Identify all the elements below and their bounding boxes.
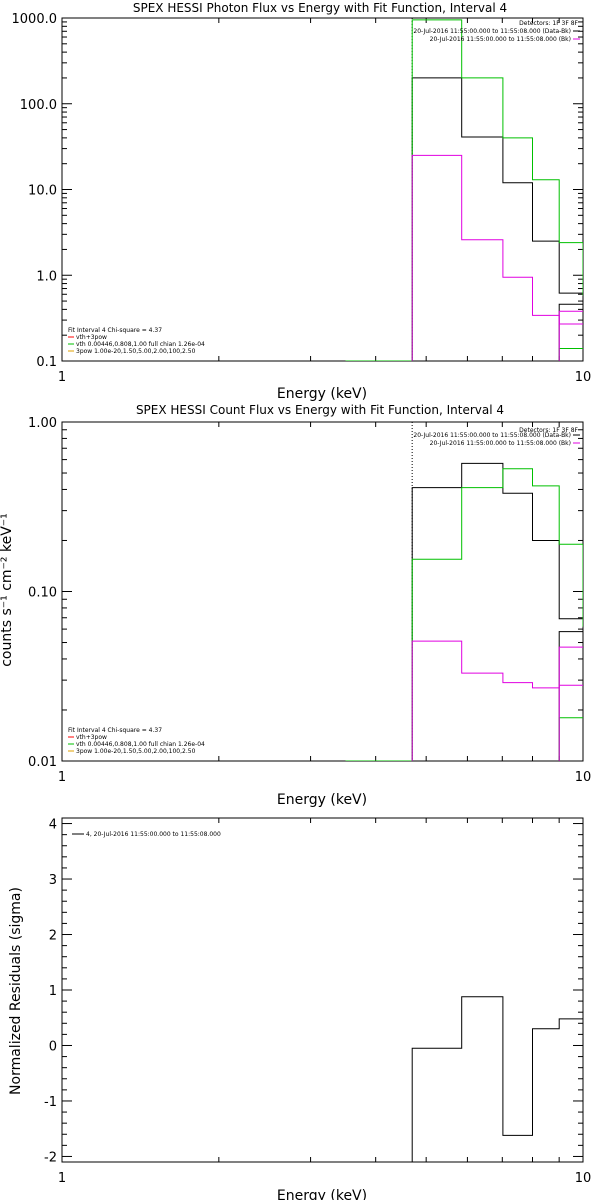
photon-flux-series-4-line (411, 154, 583, 361)
count-flux-legend-left-text: Fit Interval 4 Chi-square = 4.37 (68, 727, 162, 734)
photon-flux-ytick-label: 1000.0 (12, 12, 58, 27)
photon-flux-frame (61, 17, 584, 362)
residuals-frame (61, 817, 584, 1163)
count-flux-ytick-label: 1.00 (28, 416, 57, 431)
residuals-ytick-label: 3 (49, 873, 57, 888)
count-flux-chart: SPEX HESSI Count Flux vs Energy with Fit… (0, 403, 591, 808)
residuals-series-0-line (411, 873, 583, 1162)
photon-flux-ytick-label: 1.0 (36, 269, 57, 284)
photon-flux-legend-left-text: 3pow 1.00e-20,1.50,5.00,2.00,100,2.50 (76, 348, 196, 355)
residuals-legend-text: 4, 20-Jul-2016 11:55:00.000 to 11:55:08.… (86, 831, 221, 838)
count-flux-series-2-line (345, 468, 583, 761)
count-flux-series-4-line (411, 640, 583, 761)
count-flux-frame (61, 421, 584, 762)
photon-flux-xtick-label: 10 (575, 370, 592, 385)
residuals-ytick-label: 1 (49, 984, 57, 999)
count-flux-xtick-label: 10 (575, 770, 592, 785)
residuals-xtick-label: 1 (58, 1171, 66, 1186)
count-flux-legend-right-text: 20-Jul-2016 11:55:00.000 to 11:55:08.000… (430, 440, 571, 447)
count-flux-series-0-line (411, 462, 583, 761)
photon-flux-title: SPEX HESSI Photon Flux vs Energy with Fi… (133, 1, 507, 15)
residuals-ytick-label: 4 (49, 818, 57, 833)
count-flux-series-1-line (558, 631, 583, 761)
residuals-marks: 1 10 -2 -1 0 1 2 3 4 (44, 817, 592, 1186)
count-flux-legend-left-text: vth+3pow (76, 734, 107, 741)
residuals-ylabel: Normalized Residuals (sigma) (8, 887, 24, 1095)
photon-flux-ytick-label: 100.0 (20, 98, 57, 113)
photon-flux-series-3-line (558, 348, 583, 361)
photon-flux-series-2-line (345, 19, 583, 361)
photon-flux-chart: SPEX HESSI Photon Flux vs Energy with Fi… (12, 1, 592, 402)
photon-flux-legend-left-text: Fit Interval 4 Chi-square = 4.37 (68, 327, 162, 334)
count-flux-ylabel: counts s⁻¹ cm⁻² keV⁻¹ (0, 513, 15, 667)
photon-flux-xtick-label: 1 (58, 370, 66, 385)
photon-flux-legend-left-text: vth+3pow (76, 334, 107, 341)
photon-flux-detectors: Detectors: 1F 3F 8F (519, 20, 578, 27)
photon-flux-ytick-label: 10.0 (28, 184, 57, 199)
residuals-xlabel: Energy (keV) (277, 1188, 367, 1200)
count-flux-xlabel: Energy (keV) (277, 792, 367, 808)
count-flux-title: SPEX HESSI Count Flux vs Energy with Fit… (136, 403, 504, 417)
residuals-ytick-label: -2 (44, 1150, 57, 1165)
count-flux-legend-left-text: vth 0.00446,0.808,1.00 full chian 1.26e-… (76, 741, 205, 748)
count-flux-series-5-line (558, 646, 583, 761)
count-flux-xtick-label: 1 (58, 770, 66, 785)
count-flux-ytick-label: 0.01 (28, 755, 57, 770)
count-flux-marks: 1 10 0.01 0.10 1.00 20-Jul-2016 11:55:00.000 … (28, 416, 591, 785)
count-flux-legend-right-text: 20-Jul-2016 11:55:00.000 to 11:55:08.000… (413, 432, 571, 439)
photon-flux-ytick-label: 0.1 (36, 355, 57, 370)
count-flux-series-3-line (558, 717, 583, 761)
photon-flux-legend-right-text: 20-Jul-2016 11:55:00.000 to 11:55:08.000… (413, 28, 571, 35)
photon-flux-legend-left-text: vth 0.00446,0.808,1.00 full chian 1.26e-… (76, 341, 205, 348)
residuals-ytick-label: 2 (49, 929, 57, 944)
photon-flux-series-5-line (558, 310, 583, 361)
residuals-chart: 1 10 -2 -1 0 1 2 3 4 4, 20-Jul-2016 11:55:00.000… (8, 817, 592, 1200)
photon-flux-marks: 1 10 0.1 1.0 10.0 100.0 1000.0 20-Jul-2016 11:5… (12, 12, 592, 385)
count-flux-ytick-label: 0.10 (28, 586, 57, 601)
photon-flux-legend-right-text: 20-Jul-2016 11:55:00.000 to 11:55:08.000… (430, 36, 571, 43)
count-flux-detectors: Detectors: 1F 3F 8F (519, 427, 578, 434)
photon-flux-xlabel: Energy (keV) (277, 386, 367, 402)
photon-flux-series-1-line (558, 303, 583, 361)
photon-flux-series-0-line (411, 77, 583, 361)
residuals-ytick-label: -1 (44, 1095, 57, 1110)
residuals-ytick-label: 0 (49, 1039, 57, 1054)
residuals-xtick-label: 10 (575, 1171, 592, 1186)
count-flux-legend-left-text: 3pow 1.00e-20,1.50,5.00,2.00,100,2.50 (76, 748, 196, 755)
